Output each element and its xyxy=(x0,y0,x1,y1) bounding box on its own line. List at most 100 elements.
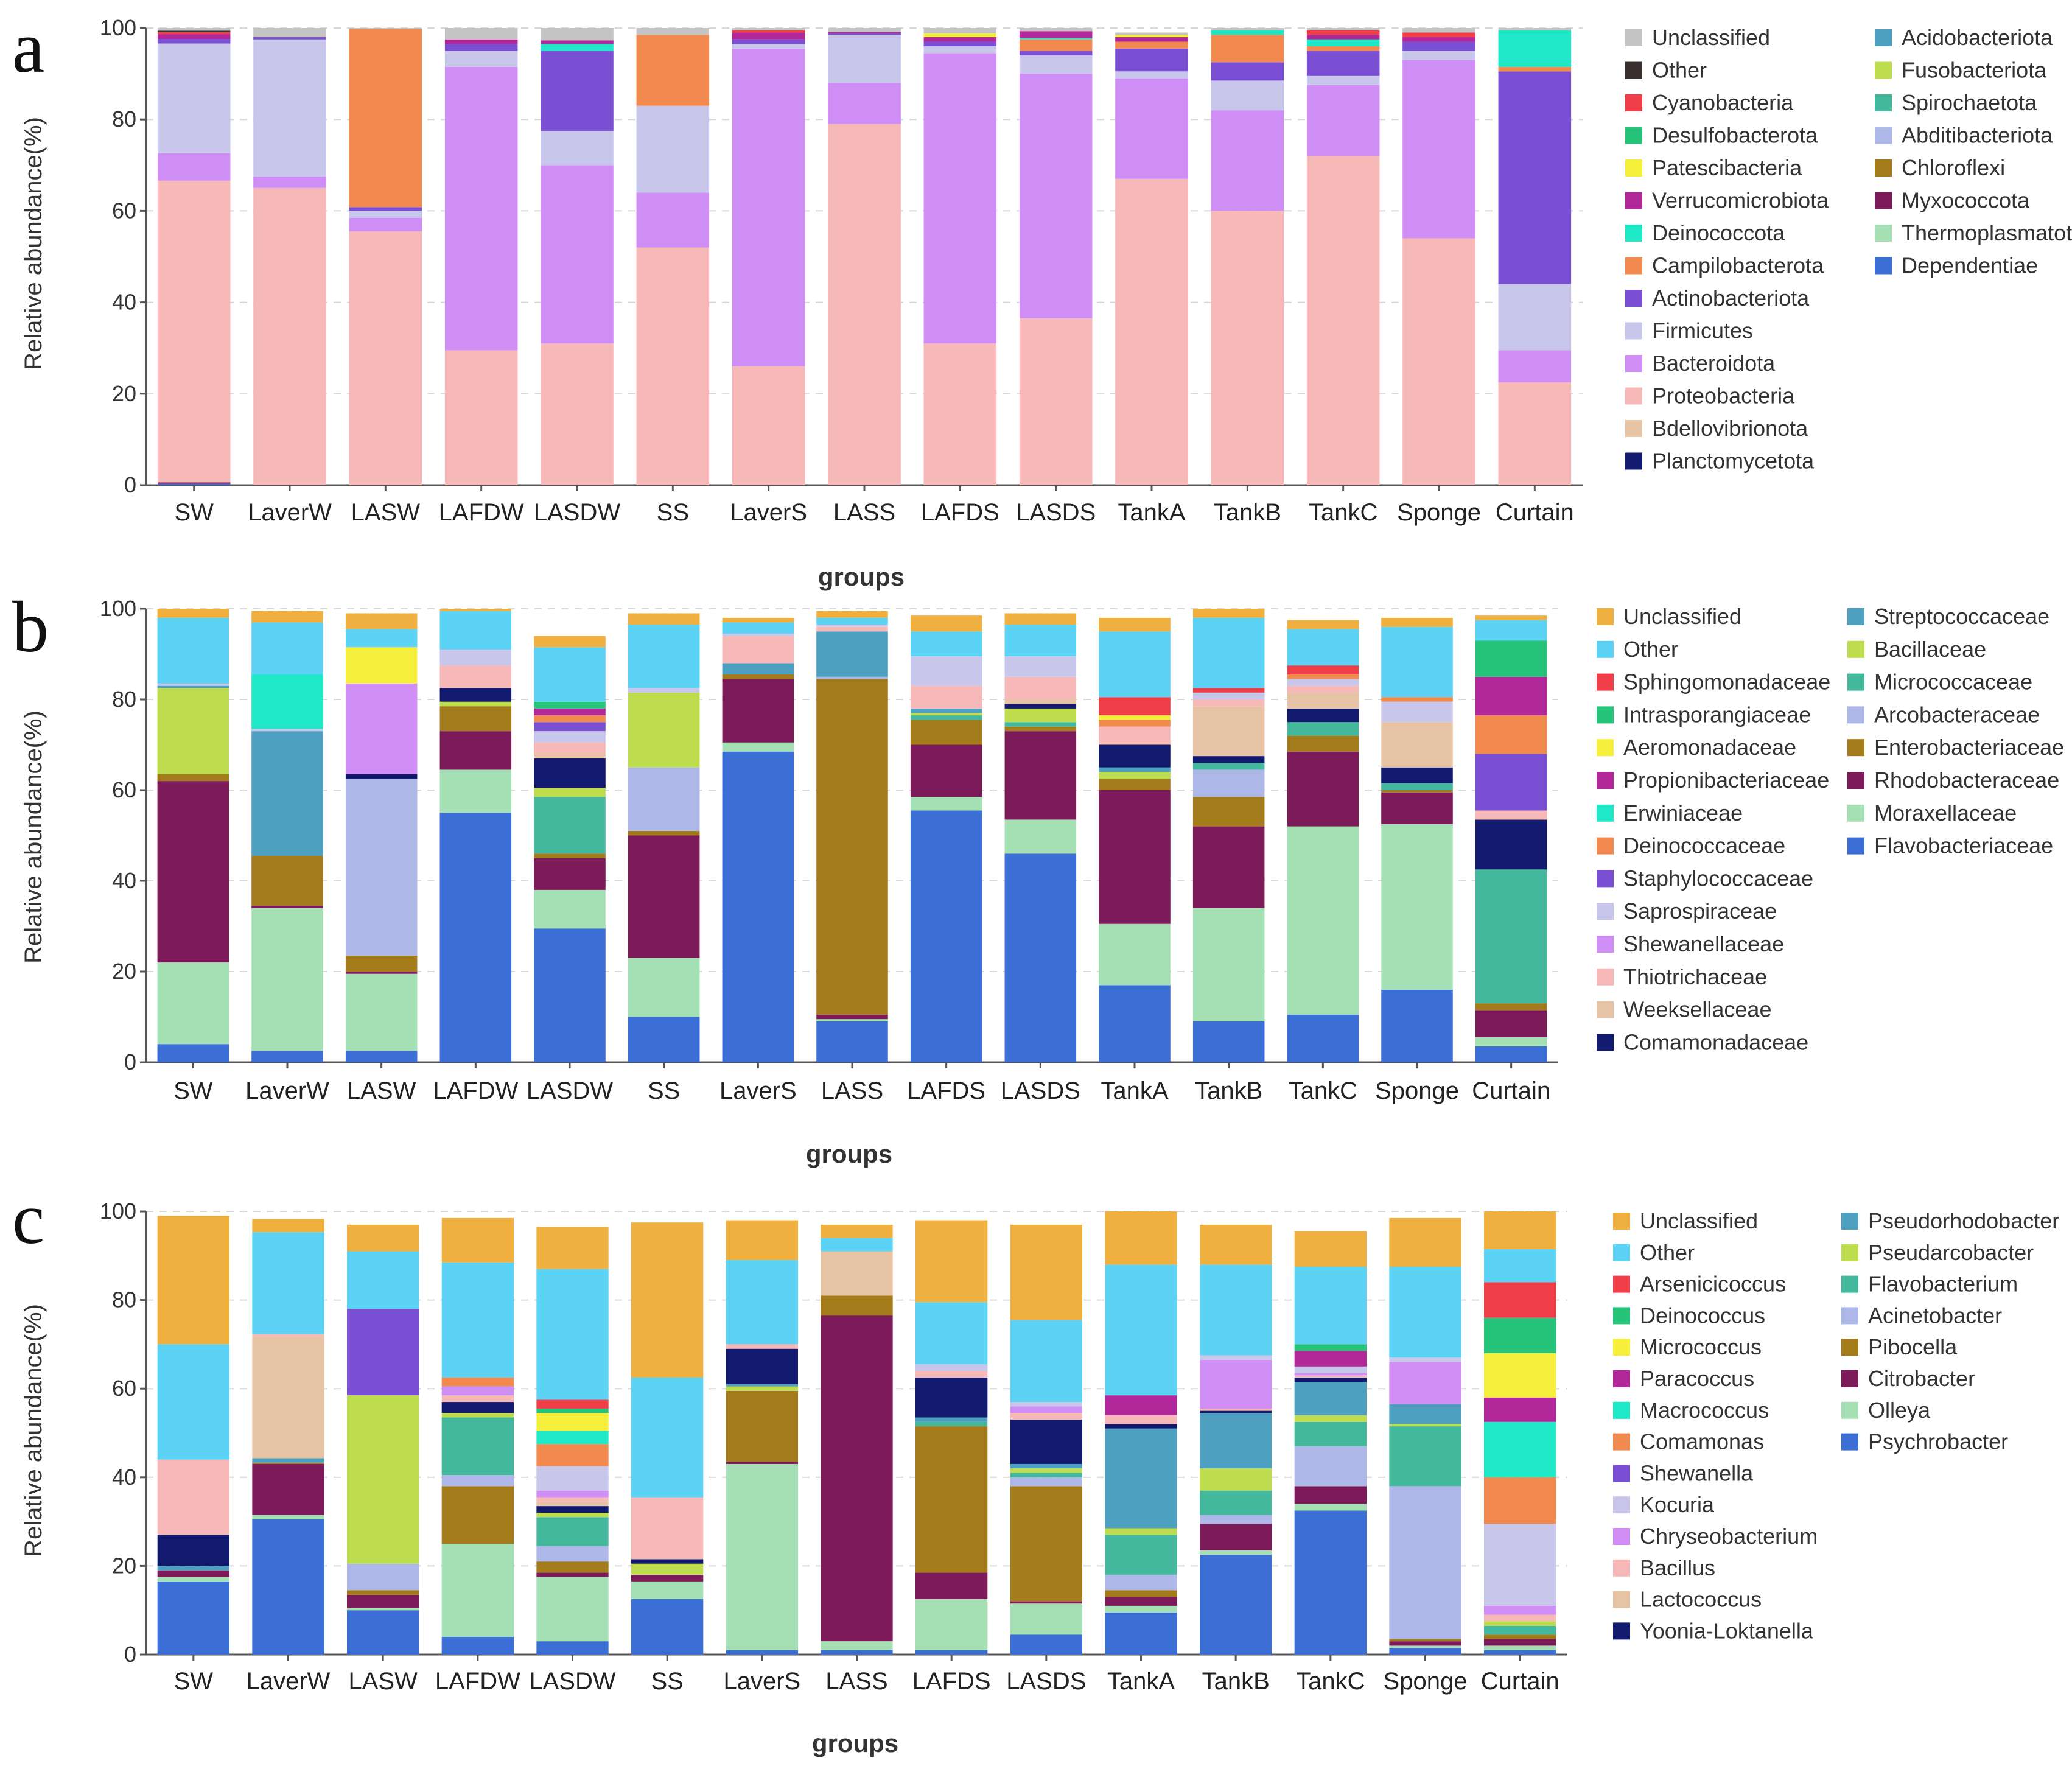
legend-item[interactable]: Abditibacteriota xyxy=(1875,123,2053,148)
legend-item[interactable]: Pseudorhodobacter xyxy=(1841,1208,2059,1233)
legend-item[interactable]: Deinococcaceae xyxy=(1597,833,1785,858)
legend-item[interactable]: Arcobacteraceae xyxy=(1847,702,2040,727)
bar-segment-comamonas xyxy=(1484,1477,1556,1524)
legend-item[interactable]: Comamonadaceae xyxy=(1597,1029,1808,1054)
legend-item[interactable]: Proteobacteria xyxy=(1625,384,1795,408)
bar-segment-enterobacteriaceae xyxy=(439,706,512,732)
x-tick-label: LaverS xyxy=(723,1668,800,1695)
legend-item[interactable]: Shewanella xyxy=(1613,1460,1754,1485)
legend-item[interactable]: Kocuria xyxy=(1613,1492,1715,1517)
legend-item[interactable]: Lactococcus xyxy=(1613,1587,1762,1612)
bar-segment-pseudarcobacter xyxy=(441,1413,514,1418)
legend-item[interactable]: Propionibacteriaceae xyxy=(1597,768,1829,793)
bar-segment-micrococcaceae xyxy=(534,797,606,854)
legend-item[interactable]: Firmicutes xyxy=(1625,318,1753,343)
bar-segment-citrobacter xyxy=(347,1594,419,1608)
legend-item[interactable]: Planctomycetota xyxy=(1625,449,1815,474)
legend-item[interactable]: Dependentiae xyxy=(1875,253,2038,278)
legend-item[interactable]: Chryseobacterium xyxy=(1613,1524,1818,1549)
bar-segment-pibocella xyxy=(347,1590,419,1595)
legend-item[interactable]: Saprospiraceae xyxy=(1597,899,1777,923)
bar-segment-yoonia-loktanella xyxy=(1200,1410,1272,1413)
bar-segment-psychrobacter xyxy=(347,1610,419,1655)
legend-item[interactable]: Macrococcus xyxy=(1613,1398,1769,1423)
legend-item[interactable]: Spirochaetota xyxy=(1875,90,2037,115)
legend-item[interactable]: Acidobacteriota xyxy=(1875,25,2053,50)
bar-segment-shewanellaceae xyxy=(345,683,418,774)
legend-item[interactable]: Patescibacteria xyxy=(1625,155,1802,180)
bar-segment-macrococcus xyxy=(1484,1421,1556,1477)
y-tick-label: 80 xyxy=(112,687,136,712)
legend-item[interactable]: Other xyxy=(1625,58,1707,83)
legend-item[interactable]: Paracoccus xyxy=(1613,1366,1754,1391)
legend-item[interactable]: Thiotrichaceae xyxy=(1597,964,1767,989)
legend-label: Propionibacteriaceae xyxy=(1623,768,1829,793)
legend-item[interactable]: Weeksellaceae xyxy=(1597,997,1771,1022)
legend-item[interactable]: Desulfobacterota xyxy=(1625,123,1818,148)
legend-label: Unclassified xyxy=(1640,1208,1758,1233)
bar-segment-chryseobacterium xyxy=(536,1490,609,1498)
legend-item[interactable]: Deinococcus xyxy=(1613,1303,1765,1328)
legend-item[interactable]: Fusobacteriota xyxy=(1875,58,2047,83)
legend-swatch xyxy=(1625,61,1642,79)
legend-item[interactable]: Sphingomonadaceae xyxy=(1597,670,1830,695)
legend-label: Kocuria xyxy=(1640,1492,1715,1517)
legend-item[interactable]: Other xyxy=(1613,1240,1695,1265)
legend-item[interactable]: Aeromonadaceae xyxy=(1597,735,1796,760)
legend-item[interactable]: Other xyxy=(1597,637,1678,662)
legend-item[interactable]: Unclassified xyxy=(1613,1208,1758,1233)
legend-item[interactable]: Olleya xyxy=(1841,1398,1931,1423)
legend-item[interactable]: Unclassified xyxy=(1597,604,1741,629)
legend-item[interactable]: Moraxellaceae xyxy=(1847,800,2017,825)
legend-item[interactable]: Staphylococcaceae xyxy=(1597,866,1813,891)
bar-segment-enterobacteriaceae xyxy=(910,720,982,745)
bar-segment-actinobacteriota xyxy=(157,39,231,44)
bar-segment-enterobacteriaceae xyxy=(1004,726,1077,732)
bar-segment-paracoccus xyxy=(1294,1351,1367,1367)
legend-item[interactable]: Erwiniaceae xyxy=(1597,800,1743,825)
legend-item[interactable]: Streptococcaceae xyxy=(1847,604,2049,629)
legend-item[interactable]: Pibocella xyxy=(1841,1334,1958,1359)
legend-item[interactable]: Rhodobacteraceae xyxy=(1847,768,2059,793)
y-tick-label: 0 xyxy=(124,472,136,497)
legend-item[interactable]: Bdellovibrionota xyxy=(1625,416,1808,441)
legend-item[interactable]: Psychrobacter xyxy=(1841,1429,2008,1454)
bar-segment-enterobacteriaceae xyxy=(816,679,888,1015)
legend-swatch xyxy=(1625,192,1642,209)
legend-item[interactable]: Actinobacteriota xyxy=(1625,285,1810,310)
legend-item[interactable]: Campilobacterota xyxy=(1625,253,1824,278)
bar-segment-olleya xyxy=(631,1581,704,1599)
legend-item[interactable]: Micrococcus xyxy=(1613,1334,1762,1359)
bar-segment-streptococcaceae xyxy=(816,631,888,677)
legend-item[interactable]: Cyanobacteria xyxy=(1625,90,1794,115)
legend-item[interactable]: Bacteroidota xyxy=(1625,351,1776,376)
legend-item[interactable]: Intrasporangiaceae xyxy=(1597,702,1811,727)
bar-stack-SW xyxy=(157,28,231,485)
legend-item[interactable]: Deinococcota xyxy=(1625,220,1785,245)
legend-item[interactable]: Shewanellaceae xyxy=(1597,931,1784,956)
legend-item[interactable]: Bacillus xyxy=(1613,1555,1715,1580)
legend-item[interactable]: Citrobacter xyxy=(1841,1366,1975,1391)
legend-item[interactable]: Arsenicicoccus xyxy=(1613,1272,1786,1297)
legend-item[interactable]: Enterobacteriaceae xyxy=(1847,735,2064,760)
legend-item[interactable]: Myxococcota xyxy=(1875,188,2030,213)
legend-item[interactable]: Chloroflexi xyxy=(1875,155,2005,180)
legend-item[interactable]: Comamonas xyxy=(1613,1429,1764,1454)
bar-segment-bacteroidota xyxy=(636,192,710,248)
legend-item[interactable]: Acinetobacter xyxy=(1841,1303,2002,1328)
legend-item[interactable]: Pseudarcobacter xyxy=(1841,1240,2034,1265)
bar-segment-campilobacterota xyxy=(349,29,422,208)
legend-item[interactable]: Yoonia-Loktanella xyxy=(1613,1618,1814,1643)
legend-label: Chryseobacterium xyxy=(1640,1524,1818,1549)
legend-item[interactable]: Thermoplasmatota xyxy=(1875,220,2072,245)
legend-swatch xyxy=(1597,903,1614,920)
legend-item[interactable]: Unclassified xyxy=(1625,25,1770,50)
legend-item[interactable]: Flavobacteriaceae xyxy=(1847,833,2053,858)
legend-item[interactable]: Micrococcaceae xyxy=(1847,670,2032,695)
legend-item[interactable]: Flavobacterium xyxy=(1841,1272,2018,1297)
legend-item[interactable]: Verrucomicrobiota xyxy=(1625,188,1829,213)
legend-label: Chloroflexi xyxy=(1902,155,2005,180)
legend-item[interactable]: Bacillaceae xyxy=(1847,637,1986,662)
x-tick-label: TankB xyxy=(1202,1668,1270,1695)
bar-segment-bacteroidota xyxy=(541,165,614,344)
